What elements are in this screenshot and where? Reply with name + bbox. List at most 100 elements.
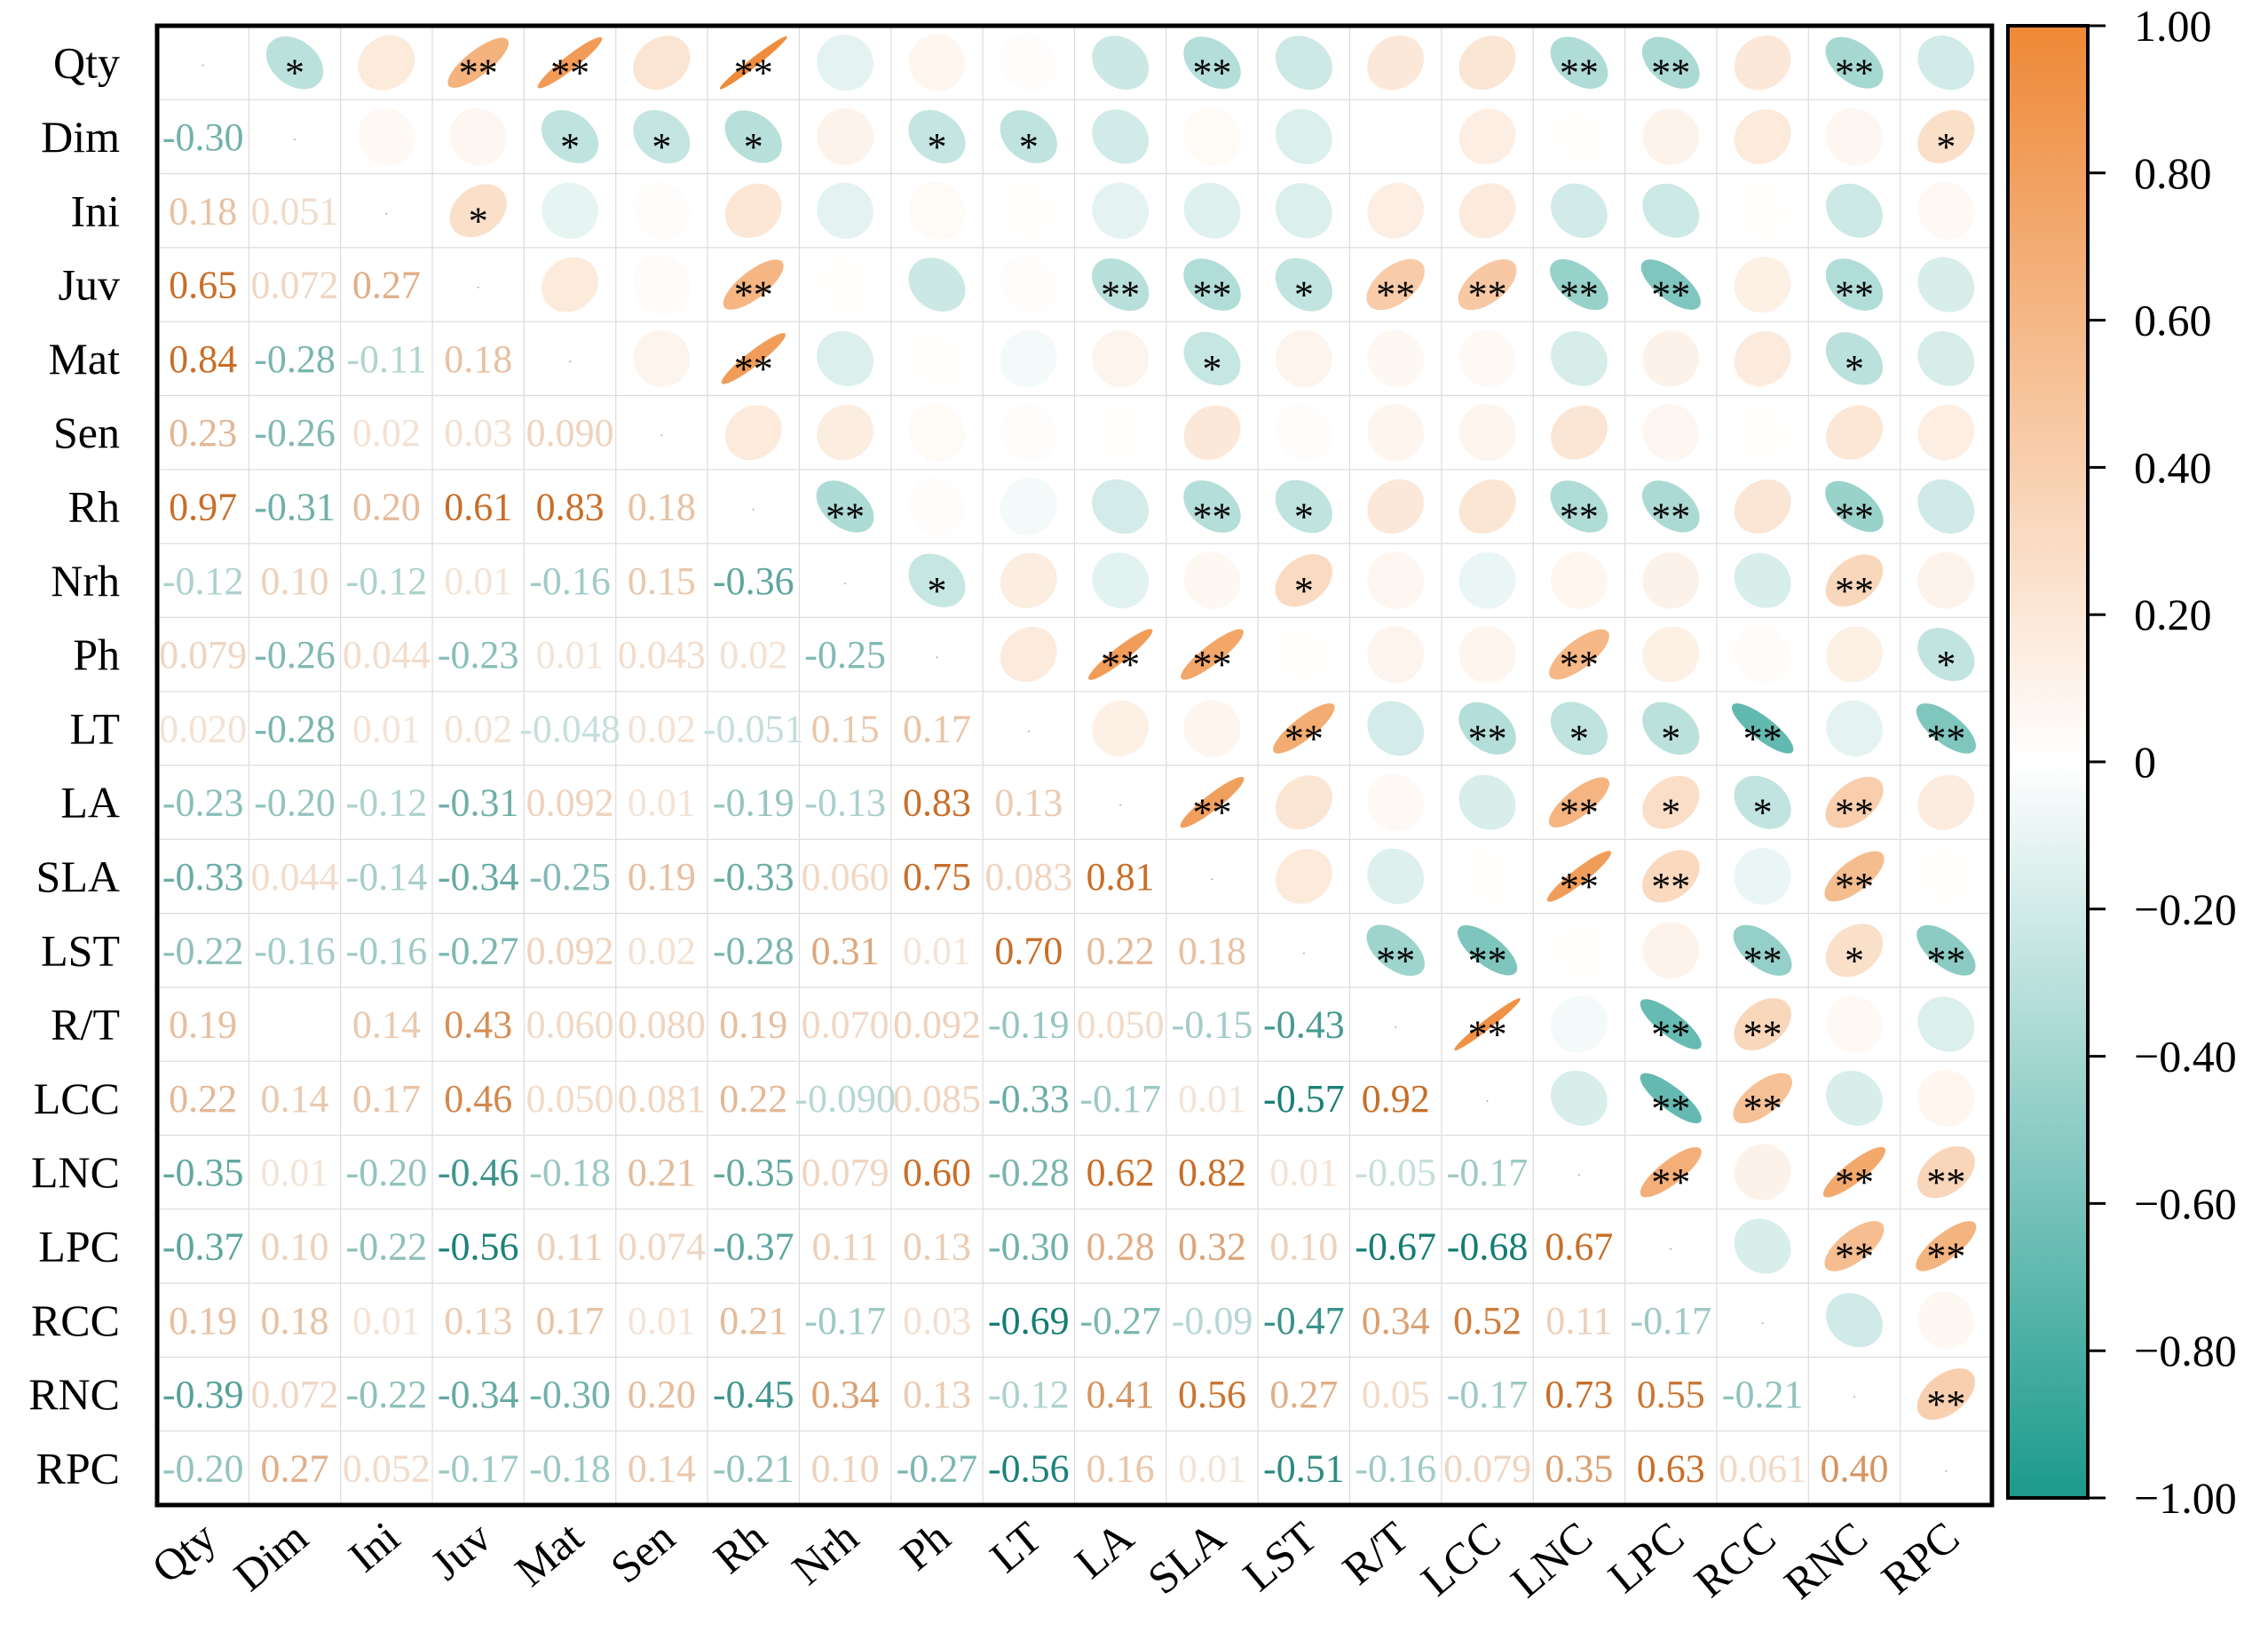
significance-mark-LST-R/T: ** <box>1376 939 1415 982</box>
coef-label-RNC-LNC: 0.73 <box>1545 1373 1613 1416</box>
corr-ellipse-Dim-Ph <box>908 109 966 163</box>
coef-label-LNC-LST: 0.01 <box>1269 1151 1338 1194</box>
matrix-border <box>154 23 1995 1508</box>
coef-label-RNC-R/T: 0.05 <box>1362 1373 1430 1416</box>
coef-label-LNC-Nrh: 0.079 <box>802 1151 889 1194</box>
coef-label-RCC-Mat: 0.17 <box>536 1299 605 1343</box>
corr-ellipse-Rh-LST <box>1275 479 1332 534</box>
coef-label-Mat-Juv: 0.18 <box>444 337 512 381</box>
corr-ellipse-Ini-RCC <box>1734 181 1791 241</box>
colorbar-tick-label: −0.80 <box>2134 1326 2237 1375</box>
significance-mark-LST-RNC: * <box>1845 939 1864 982</box>
coef-label-Mat-Qty: 0.84 <box>169 337 237 381</box>
corr-ellipse-SLA-LNC <box>1546 851 1612 902</box>
coef-label-Rh-Sen: 0.18 <box>628 485 696 528</box>
diagonal-dot-SLA: . <box>1211 870 1214 883</box>
corr-ellipse-LCC-RCC <box>1733 1073 1792 1124</box>
corr-ellipse-R/T-RCC <box>1734 998 1791 1050</box>
coef-label-R/T-Sen: 0.080 <box>618 1003 706 1047</box>
corr-ellipse-Dim-Ini <box>358 107 415 166</box>
corr-ellipse-LNC-RNC <box>1822 1146 1886 1198</box>
significance-mark-Qty-Rh: ** <box>734 51 773 95</box>
significance-mark-Rh-RNC: ** <box>1835 495 1874 538</box>
coef-label-Ph-Ini: 0.044 <box>343 633 431 677</box>
row-label-Dim: Dim <box>41 112 120 162</box>
coef-label-LA-LT: 0.13 <box>994 781 1063 825</box>
significance-mark-Rh-LPC: ** <box>1651 495 1690 538</box>
coef-label-LPC-Dim: 0.10 <box>261 1224 329 1268</box>
significance-mark-Qty-RNC: ** <box>1835 51 1874 95</box>
corr-ellipse-LST-LNC <box>1550 921 1608 980</box>
corr-ellipse-Mat-Ph <box>908 329 966 388</box>
corr-ellipse-LA-RNC <box>1825 776 1884 828</box>
diagonal-dot-LA: . <box>1118 796 1122 810</box>
significance-mark-R/T-RCC: ** <box>1743 1013 1782 1057</box>
coef-label-LPC-Rh: -0.37 <box>713 1224 794 1268</box>
corr-ellipse-Qty-Dim <box>265 36 324 90</box>
corr-ellipse-LT-LPC <box>1642 701 1700 756</box>
colorbar-tick-label: −0.40 <box>2134 1032 2237 1081</box>
corr-ellipse-Mat-LCC <box>1458 329 1516 388</box>
significance-mark-R/T-LPC: ** <box>1651 1013 1690 1057</box>
corr-ellipse-LCC-RPC <box>1917 1069 1975 1127</box>
corr-ellipse-Ini-R/T <box>1367 182 1425 239</box>
row-label-LNC: LNC <box>31 1147 120 1197</box>
significance-mark-Mat-RNC: * <box>1845 347 1864 391</box>
corr-ellipse-LT-RNC <box>1826 700 1883 757</box>
significance-mark-Qty-SLA: ** <box>1193 51 1232 95</box>
coef-label-LT-Ph: 0.17 <box>903 707 971 750</box>
coef-label-LCC-Juv: 0.46 <box>444 1077 512 1121</box>
corr-ellipse-RNC-RPC <box>1916 1368 1975 1420</box>
corr-ellipse-Sen-RPC <box>1917 404 1975 461</box>
corr-ellipse-Juv-Sen <box>633 255 691 314</box>
coef-label-Ph-Rh: 0.02 <box>719 633 787 677</box>
corr-ellipse-LA-SLA <box>1180 776 1245 828</box>
coef-label-Sen-Mat: 0.090 <box>526 411 614 455</box>
coef-label-LA-Ph: 0.83 <box>903 781 971 825</box>
col-label-LNC: LNC <box>1501 1512 1601 1607</box>
significance-mark-Juv-R/T: ** <box>1376 273 1415 317</box>
corr-ellipse-Mat-Rh <box>721 333 786 384</box>
corr-ellipse-Juv-LPC <box>1640 259 1701 310</box>
corr-ellipse-LST-LCC <box>1458 925 1518 976</box>
coef-label-Juv-Qty: 0.65 <box>169 264 237 307</box>
corr-ellipse-LT-LCC <box>1458 701 1516 755</box>
coef-label-Nrh-Ini: -0.12 <box>346 559 428 603</box>
corr-ellipse-Qty-LCC <box>1458 36 1516 91</box>
corr-ellipse-Qty-SLA <box>1183 36 1241 90</box>
coef-label-LPC-LCC: -0.68 <box>1447 1224 1529 1268</box>
coef-label-LA-Sen: 0.01 <box>628 781 696 825</box>
significance-mark-Qty-LNC: ** <box>1560 51 1599 95</box>
coef-label-SLA-LA: 0.81 <box>1087 855 1155 899</box>
corr-ellipse-Dim-Rh <box>724 110 782 163</box>
corr-ellipse-Ph-RCC <box>1734 625 1791 684</box>
corr-ellipse-Ph-LA <box>1088 629 1153 680</box>
row-label-LA: LA <box>60 778 120 828</box>
coef-label-SLA-Dim: 0.044 <box>251 855 339 899</box>
row-label-LCC: LCC <box>34 1074 120 1123</box>
coef-label-SLA-LT: 0.083 <box>984 855 1072 899</box>
significance-mark-Nrh-Ph: * <box>927 569 946 613</box>
coef-label-LA-Dim: -0.20 <box>254 781 336 825</box>
col-label-Juv: Juv <box>422 1512 501 1590</box>
corr-ellipse-Nrh-LT <box>1000 552 1057 608</box>
row-label-LPC: LPC <box>38 1221 120 1271</box>
corr-ellipse-Mat-R/T <box>1367 329 1425 388</box>
coef-label-RPC-Nrh: 0.10 <box>811 1446 880 1490</box>
coef-label-LPC-LT: -0.30 <box>988 1224 1070 1268</box>
corr-ellipse-LA-LCC <box>1458 774 1516 830</box>
significance-mark-LST-LCC: ** <box>1468 939 1507 982</box>
coef-label-RNC-Sen: 0.20 <box>628 1373 696 1416</box>
corr-ellipse-Ph-LPC <box>1642 626 1700 683</box>
significance-mark-LA-RCC: * <box>1753 791 1773 835</box>
significance-mark-Ph-RPC: * <box>1936 643 1956 686</box>
coef-label-Ph-Nrh: -0.25 <box>804 633 886 677</box>
corr-ellipse-LNC-LPC <box>1640 1146 1702 1198</box>
coef-label-RCC-R/T: 0.34 <box>1362 1299 1430 1343</box>
diagonal-dot-LT: . <box>1027 722 1031 735</box>
significance-mark-Ph-SLA: ** <box>1193 643 1232 686</box>
coef-label-LCC-SLA: 0.01 <box>1178 1077 1246 1121</box>
significance-mark-Ph-LA: ** <box>1101 643 1140 686</box>
row-label-R/T: R/T <box>51 1000 120 1050</box>
coef-label-LNC-SLA: 0.82 <box>1178 1151 1246 1194</box>
